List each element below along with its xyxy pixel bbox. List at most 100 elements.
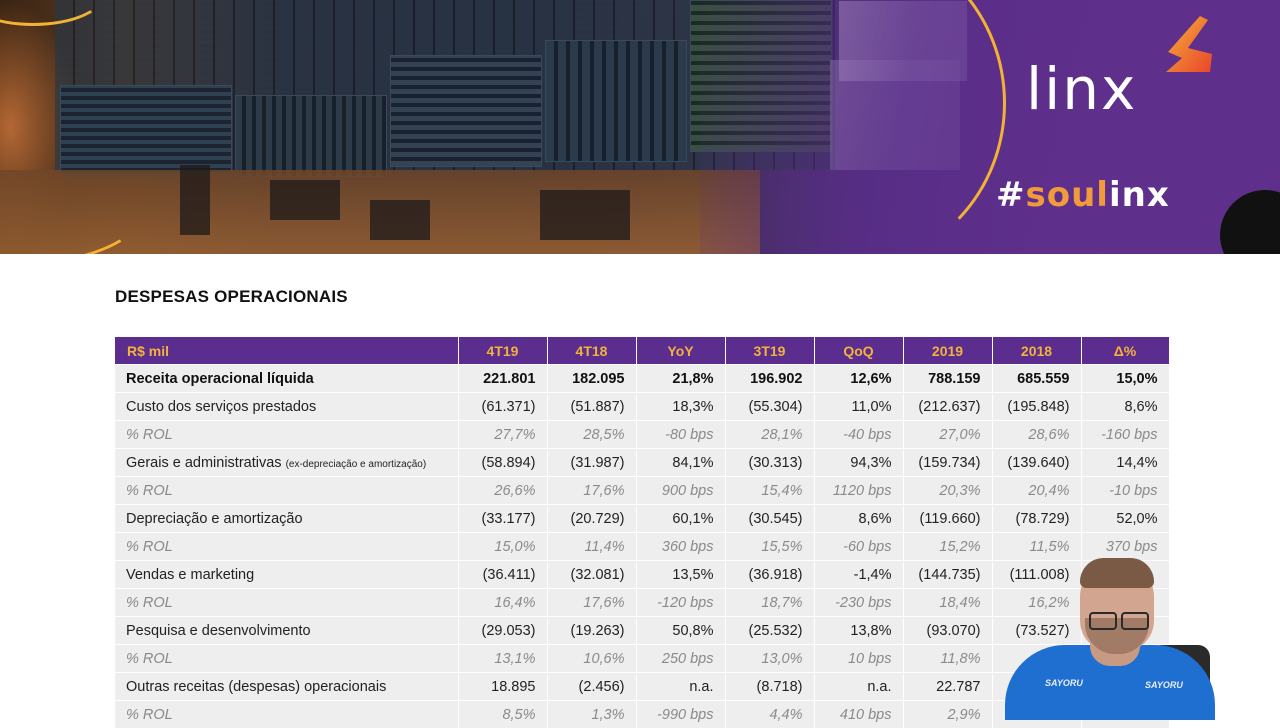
table-cell: 27,0%	[903, 421, 992, 449]
table-cell: 15,5%	[725, 533, 814, 561]
table-cell: (61.371)	[458, 393, 547, 421]
table-cell: n.a.	[636, 673, 725, 701]
table-cell: 94,3%	[814, 449, 903, 477]
table-cell: 15,2%	[903, 533, 992, 561]
table-cell: 20,4%	[992, 477, 1081, 505]
column-header: Δ%	[1081, 337, 1169, 365]
table-cell: 410 bps	[814, 701, 903, 728]
table-cell: (159.734)	[903, 449, 992, 477]
table-cell: 28,5%	[547, 421, 636, 449]
hashtag-suffix: inx	[1109, 175, 1170, 215]
table-cell: -230 bps	[814, 589, 903, 617]
table-cell: (78.729)	[992, 505, 1081, 533]
table-cell: 28,1%	[725, 421, 814, 449]
table-cell: 18,3%	[636, 393, 725, 421]
table-cell: (30.313)	[725, 449, 814, 477]
table-cell: -1,4%	[814, 561, 903, 589]
monitor-screen	[235, 95, 387, 177]
table-cell: 14,4%	[1081, 449, 1169, 477]
row-label-text: % ROL	[126, 595, 173, 611]
table-cell: 8,6%	[814, 505, 903, 533]
row-label: % ROL	[115, 701, 458, 728]
table-cell: n.a.	[814, 673, 903, 701]
column-header: YoY	[636, 337, 725, 365]
table-cell: (19.263)	[547, 617, 636, 645]
row-label-text: Pesquisa e desenvolvimento	[126, 623, 311, 639]
table-cell: (32.081)	[547, 561, 636, 589]
row-label: Outras receitas (despesas) operacionais	[115, 673, 458, 701]
row-label: Custo dos serviços prestados	[115, 393, 458, 421]
table-cell: 22.787	[903, 673, 992, 701]
row-label-text: Outras receitas (despesas) operacionais	[126, 679, 386, 695]
presenter-hair	[1080, 558, 1154, 588]
table-cell: (20.729)	[547, 505, 636, 533]
table-cell: (58.894)	[458, 449, 547, 477]
row-label: % ROL	[115, 533, 458, 561]
table-cell: 52,0%	[1081, 505, 1169, 533]
table-cell: 17,6%	[547, 589, 636, 617]
table-cell: 13,8%	[814, 617, 903, 645]
table-cell: 182.095	[547, 365, 636, 393]
linx-logo-mark-icon	[1160, 14, 1214, 76]
table-cell: 18,4%	[903, 589, 992, 617]
presenter-webcam: SAYORU SAYORU	[985, 540, 1225, 720]
table-cell: 221.801	[458, 365, 547, 393]
table-cell: 900 bps	[636, 477, 725, 505]
table-cell: 360 bps	[636, 533, 725, 561]
table-cell: 50,8%	[636, 617, 725, 645]
table-cell: 11,0%	[814, 393, 903, 421]
table-cell: 788.159	[903, 365, 992, 393]
row-label: % ROL	[115, 421, 458, 449]
table-cell: 1120 bps	[814, 477, 903, 505]
table-cell: 60,1%	[636, 505, 725, 533]
table-cell: 20,3%	[903, 477, 992, 505]
table-cell: 196.902	[725, 365, 814, 393]
monitor-screen	[390, 55, 542, 167]
table-cell: 11,8%	[903, 645, 992, 673]
table-cell: (212.637)	[903, 393, 992, 421]
table-cell: (29.053)	[458, 617, 547, 645]
row-label-text: Vendas e marketing	[126, 567, 254, 583]
table-cell: -160 bps	[1081, 421, 1169, 449]
table-cell: 10,6%	[547, 645, 636, 673]
table-cell: 12,6%	[814, 365, 903, 393]
table-cell: -40 bps	[814, 421, 903, 449]
row-label: % ROL	[115, 589, 458, 617]
table-cell: -120 bps	[636, 589, 725, 617]
table-cell: 13,1%	[458, 645, 547, 673]
table-row: Custo dos serviços prestados(61.371)(51.…	[115, 393, 1169, 421]
table-cell: -990 bps	[636, 701, 725, 728]
row-label: Pesquisa e desenvolvimento	[115, 617, 458, 645]
table-cell: (195.848)	[992, 393, 1081, 421]
chair-shape	[180, 165, 210, 235]
row-label-text: % ROL	[126, 427, 173, 443]
glasses-lens	[1121, 612, 1149, 630]
table-cell: -80 bps	[636, 421, 725, 449]
monitor-screen	[545, 40, 687, 162]
desk-monitor	[270, 180, 340, 220]
table-cell: -10 bps	[1081, 477, 1169, 505]
table-cell: (25.532)	[725, 617, 814, 645]
table-cell: (93.070)	[903, 617, 992, 645]
column-header: QoQ	[814, 337, 903, 365]
row-label: Gerais e administrativas (ex-depreciação…	[115, 449, 458, 477]
table-cell: 15,0%	[1081, 365, 1169, 393]
row-label-text: Depreciação e amortização	[126, 511, 303, 527]
row-label: Depreciação e amortização	[115, 505, 458, 533]
hashtag-accent: soul	[1026, 175, 1109, 215]
row-label: % ROL	[115, 477, 458, 505]
table-cell: 8,5%	[458, 701, 547, 728]
table-row: Depreciação e amortização (33.177)(20.729…	[115, 505, 1169, 533]
row-label-text: % ROL	[126, 651, 173, 667]
desk-monitor	[370, 200, 430, 240]
row-label-text: Custo dos serviços prestados	[126, 399, 316, 415]
desk-monitor	[540, 190, 630, 240]
table-cell: 21,8%	[636, 365, 725, 393]
glasses-lens	[1089, 612, 1117, 630]
table-cell: 2,9%	[903, 701, 992, 728]
table-cell: (30.545)	[725, 505, 814, 533]
table-cell: (33.177)	[458, 505, 547, 533]
row-label-text: Receita operacional líquida	[126, 371, 314, 387]
